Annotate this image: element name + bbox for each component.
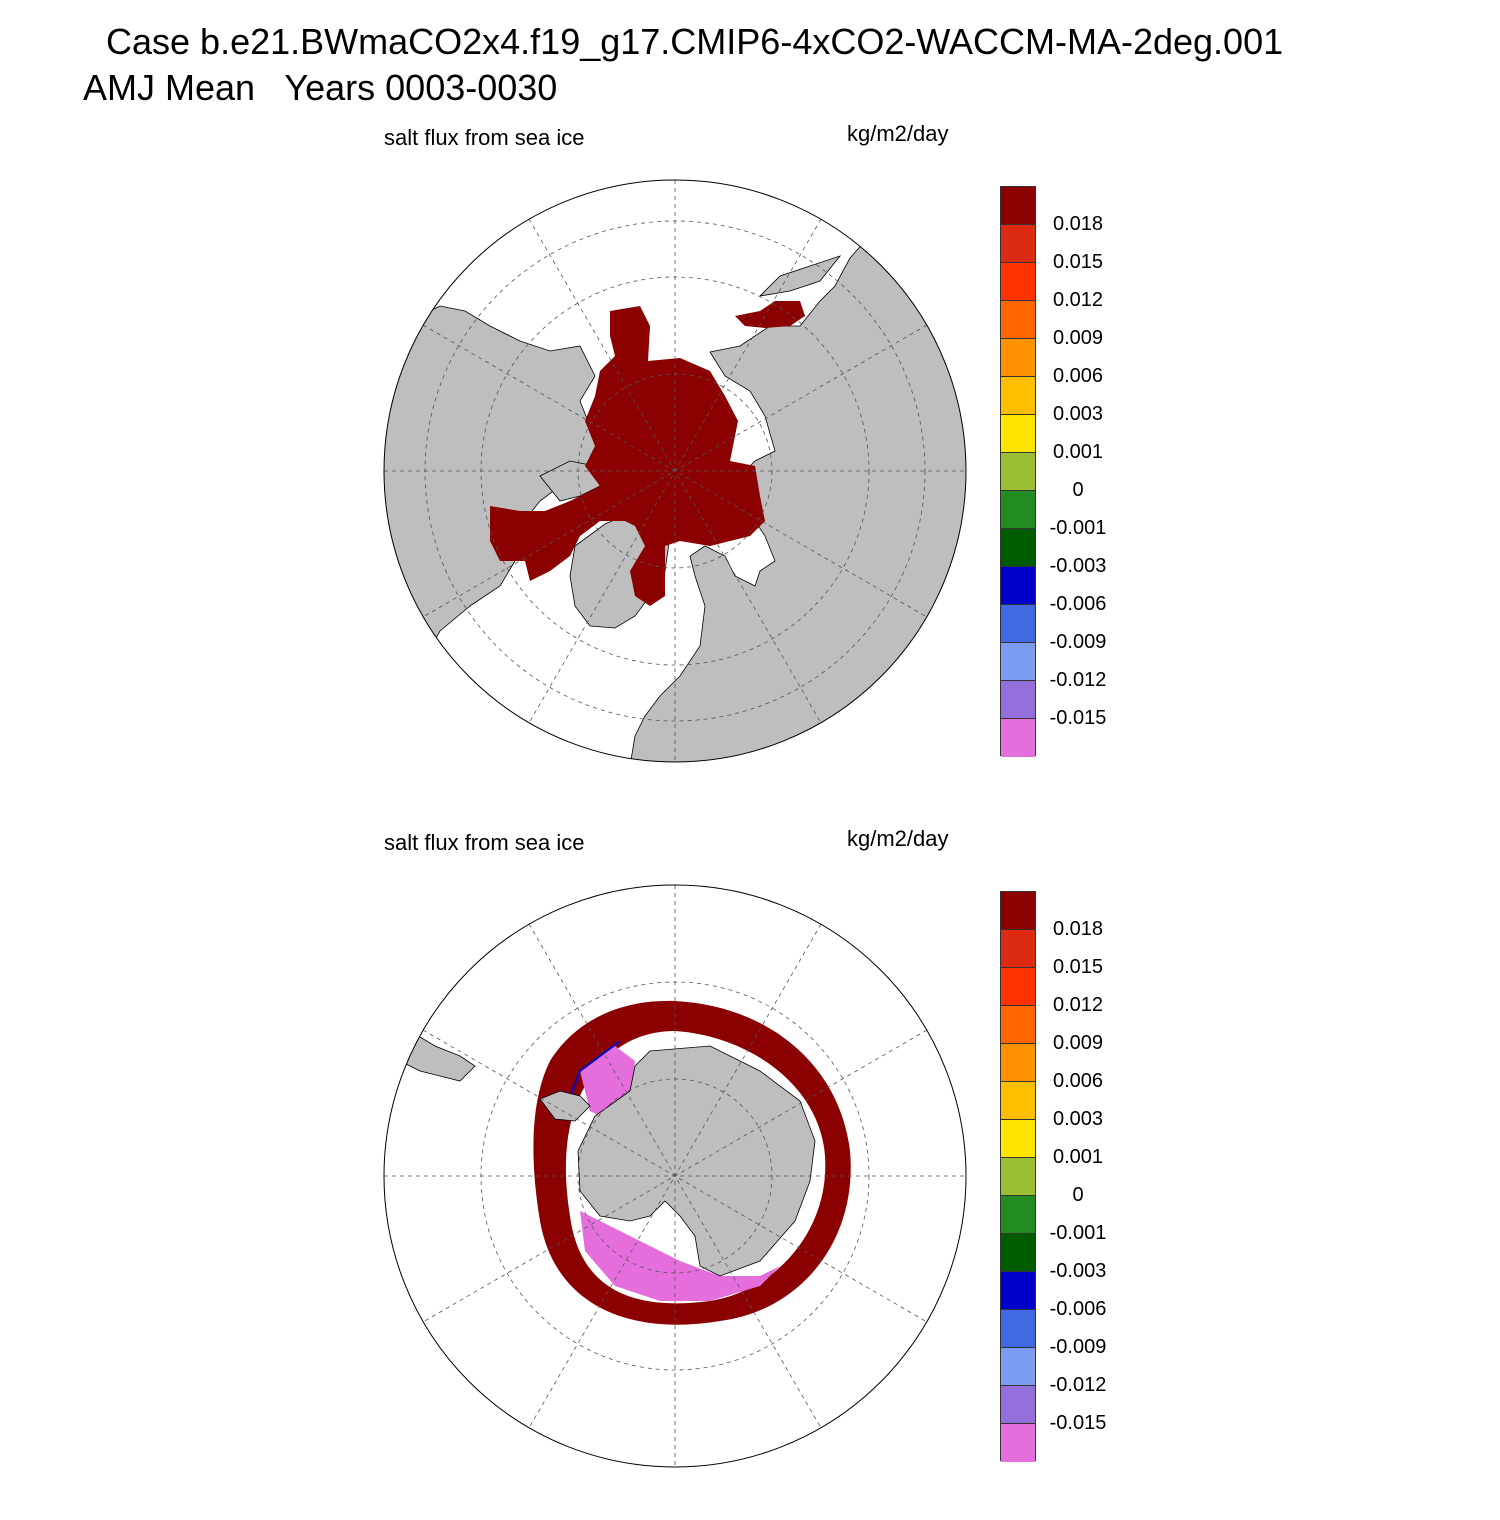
south-colorbar-swatch [1001,1120,1035,1158]
north-colorbar-swatch [1001,491,1035,529]
south-colorbar-swatch [1001,1234,1035,1272]
south-colorbar-tick-label: -0.009 [1049,1336,1107,1358]
south-colorbar-tick-label: -0.006 [1049,1298,1107,1320]
north-colorbar [1000,186,1036,757]
north-colorbar-swatch [1001,339,1035,377]
north-colorbar-tick-label: 0.018 [1052,213,1104,235]
north-colorbar-swatch [1001,681,1035,719]
south-variable-label: salt flux from sea ice [384,830,585,855]
south-land-peninsula [539,1090,591,1122]
south-colorbar-swatch [1001,1272,1035,1310]
north-colorbar-swatch [1001,529,1035,567]
north-colorbar-swatch [1001,187,1035,225]
south-colorbar-tick-label: -0.015 [1049,1412,1107,1434]
south-colorbar-tick-label: -0.012 [1049,1374,1107,1396]
south-colorbar-swatch [1001,968,1035,1006]
north-salt-flux-arctic [490,306,765,606]
south-colorbar-tick-label: -0.003 [1049,1260,1107,1282]
south-colorbar-swatch [1001,892,1035,930]
south-polar-map [383,884,967,1468]
south-colorbar-swatch [1001,1044,1035,1082]
south-colorbar-swatch [1001,1158,1035,1196]
north-colorbar-tick-label: -0.009 [1049,631,1107,653]
south-colorbar-tick-label: 0.003 [1052,1108,1104,1130]
south-colorbar-tick-label: 0.009 [1052,1032,1104,1054]
south-salt-flux-ross [580,1211,780,1301]
north-polar-map [383,179,967,763]
north-colorbar-tick-label: 0.003 [1052,403,1104,425]
north-colorbar-swatch [1001,301,1035,339]
south-colorbar-swatch [1001,1006,1035,1044]
south-colorbar-swatch [1001,1310,1035,1348]
north-colorbar-tick-label: 0.001 [1052,441,1104,463]
north-graticule [384,180,966,762]
north-colorbar-tick-label: 0.015 [1052,251,1104,273]
north-colorbar-swatch [1001,225,1035,263]
south-polar-panel: salt flux from sea ice kg/m2/day [0,815,1500,1520]
north-colorbar-swatch [1001,719,1035,757]
figure-title-line-1: Case b.e21.BWmaCO2x4.f19_g17.CMIP6-4xCO2… [106,21,1284,62]
south-colorbar-tick-label: -0.001 [1049,1222,1107,1244]
south-colorbar-tick-label: 0.001 [1052,1146,1104,1168]
south-colorbar-tick-label: 0.012 [1052,994,1104,1016]
north-colorbar-tick-label: -0.003 [1049,555,1107,577]
south-colorbar-swatch [1001,1348,1035,1386]
south-colorbar-swatch [1001,1082,1035,1120]
north-colorbar-swatch [1001,643,1035,681]
north-map-border [383,179,967,763]
south-graticule [384,885,966,1467]
figure-title-line-2: AMJ Mean Years 0003-0030 [83,67,558,108]
north-variable-label: salt flux from sea ice [384,125,585,150]
south-colorbar-swatch [1001,930,1035,968]
north-salt-flux-okhotsk [735,301,805,328]
north-colorbar-swatch [1001,453,1035,491]
north-colorbar-swatch [1001,605,1035,643]
north-colorbar-tick-label: -0.012 [1049,669,1107,691]
north-colorbar-tick-label: 0.009 [1052,327,1104,349]
north-colorbar-tick-label: 0 [1072,479,1084,501]
south-land-antarctica [577,1045,816,1277]
south-colorbar-swatch [1001,1196,1035,1234]
north-colorbar-tick-label: 0.006 [1052,365,1104,387]
north-land-siberia-top [758,255,842,297]
south-colorbar-tick-label: 0 [1072,1184,1084,1206]
north-colorbar-tick-label: 0.012 [1052,289,1104,311]
north-polar-panel: salt flux from sea ice kg/m2/day [0,110,1500,815]
south-colorbar-tick-label: 0.018 [1052,918,1104,940]
north-units-label: kg/m2/day [847,121,949,146]
north-colorbar-tick-label: -0.006 [1049,593,1107,615]
south-colorbar-tick-label: 0.006 [1052,1070,1104,1092]
south-colorbar-tick-label: 0.015 [1052,956,1104,978]
north-colorbar-swatch [1001,415,1035,453]
south-colorbar [1000,891,1036,1462]
north-colorbar-swatch [1001,377,1035,415]
south-units-label: kg/m2/day [847,826,949,851]
north-colorbar-tick-label: -0.001 [1049,517,1107,539]
south-colorbar-swatch [1001,1424,1035,1462]
south-colorbar-swatch [1001,1386,1035,1424]
north-colorbar-swatch [1001,263,1035,301]
south-map-border [383,884,967,1468]
north-colorbar-tick-label: -0.015 [1049,707,1107,729]
north-colorbar-swatch [1001,567,1035,605]
